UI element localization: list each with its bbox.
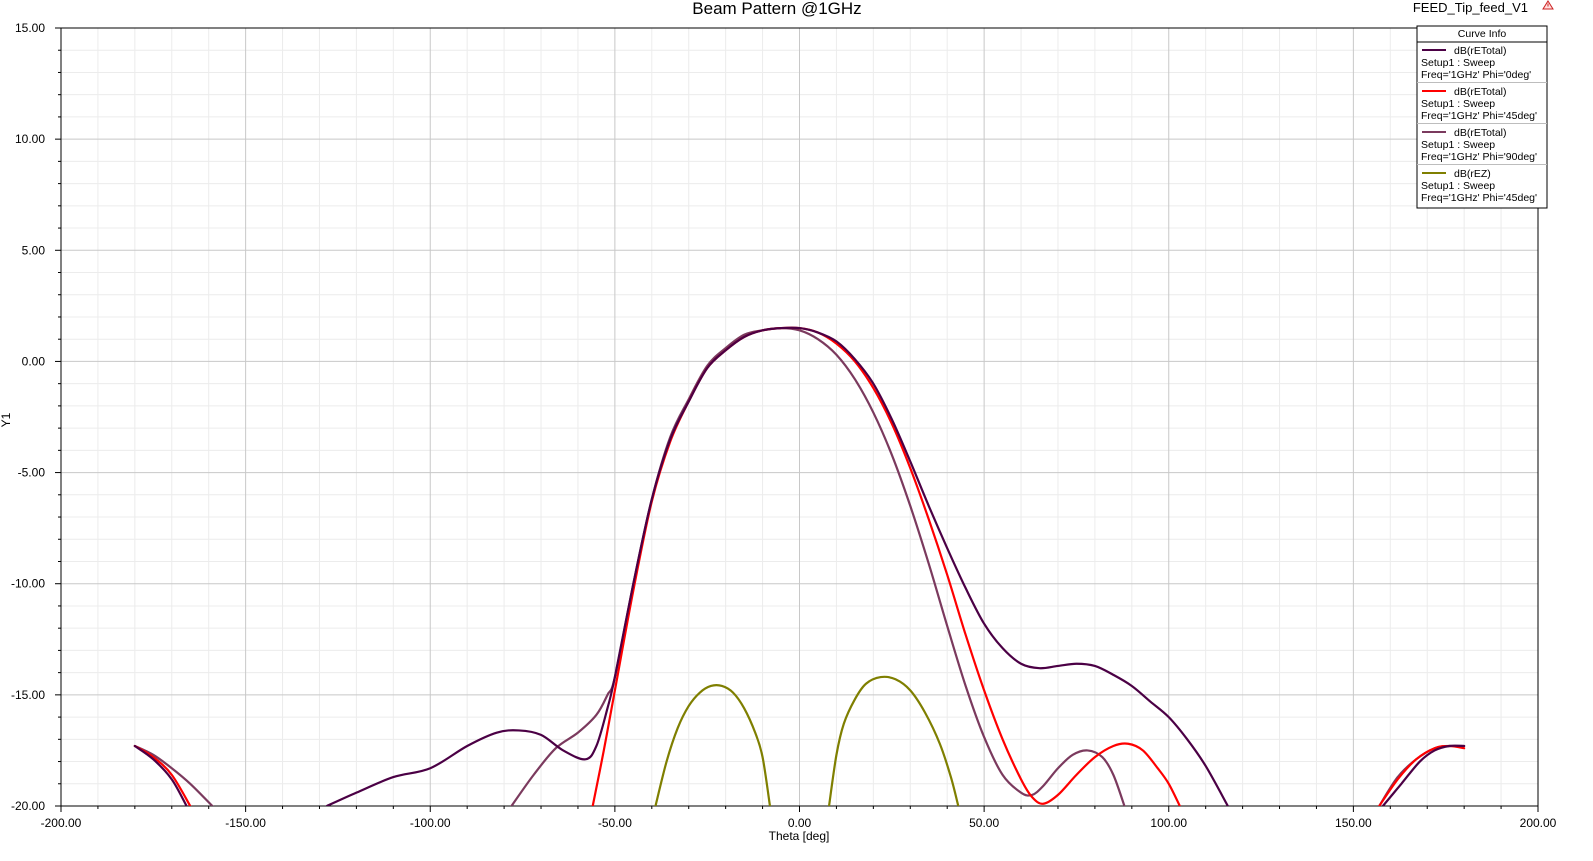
x-tick-label: 0.00: [788, 816, 812, 830]
x-tick-label: -100.00: [410, 816, 451, 830]
y-axis-title: Y1: [0, 412, 13, 427]
legend-entry-quantity: dB(rETotal): [1454, 127, 1507, 139]
y-tick-label: 10.00: [15, 132, 45, 146]
series-1-curve[interactable]: [133, 326, 1466, 806]
series-4-segment[interactable]: [654, 684, 772, 806]
legend-entry-quantity: dB(rEZ): [1454, 168, 1491, 180]
legend-entry-params: Freq='1GHz' Phi='45deg': [1421, 192, 1537, 204]
series-3-segment[interactable]: [133, 744, 214, 806]
x-tick-label: -150.00: [225, 816, 266, 830]
y-tick-labels: 15.00 10.00 5.00 0.00 -5.00 -10.00 -15.00 -20.0…: [11, 21, 45, 813]
series-1-segment[interactable]: [133, 744, 188, 806]
y-tick-label: -20.00: [11, 799, 45, 813]
x-tick-label: 50.00: [969, 816, 999, 830]
warning-icon: [1542, 0, 1554, 10]
y-tick-label: -10.00: [11, 577, 45, 591]
x-tick-label: 150.00: [1335, 816, 1372, 830]
design-name-label: FEED_Tip_feed_V1: [1413, 0, 1528, 15]
legend-entry-setup: Setup1 : Sweep: [1421, 57, 1495, 69]
series-4-curve[interactable]: [654, 675, 960, 806]
x-tick-label: 100.00: [1150, 816, 1187, 830]
x-tick-labels: -200.00 -150.00 -100.00 -50.00 0.00 50.00 100.…: [41, 816, 1557, 830]
legend-entry-quantity: dB(rETotal): [1454, 86, 1507, 98]
series-4-segment[interactable]: [827, 675, 960, 806]
series-1-segment[interactable]: [325, 326, 1229, 806]
y-tick-label: 15.00: [15, 21, 45, 35]
y-tick-label: -15.00: [11, 688, 45, 702]
axis-ticks: [55, 27, 1539, 812]
y-tick-label: 0.00: [22, 354, 46, 368]
legend-entry-setup: Setup1 : Sweep: [1421, 98, 1495, 110]
series-layer: [133, 326, 1466, 806]
legend-entry-setup: Setup1 : Sweep: [1421, 180, 1495, 192]
legend-entry-params: Freq='1GHz' Phi='90deg': [1421, 151, 1537, 163]
y-tick-label: 5.00: [22, 243, 46, 257]
legend-box: [1416, 25, 1548, 209]
x-tick-label: 200.00: [1520, 816, 1557, 830]
legend-entry-setup: Setup1 : Sweep: [1421, 139, 1495, 151]
legend-title: Curve Info: [1458, 28, 1507, 40]
chart-title: Beam Pattern @1GHz: [692, 0, 861, 18]
x-tick-label: -200.00: [41, 816, 82, 830]
legend-entry-quantity: dB(rETotal): [1454, 45, 1507, 57]
x-tick-label: -50.00: [598, 816, 632, 830]
y-tick-label: -5.00: [18, 466, 46, 480]
curve-info-legend[interactable]: Curve Info dB(rETotal)Setup1 : SweepFreq…: [1416, 25, 1548, 209]
legend-entry-params: Freq='1GHz' Phi='45deg': [1421, 110, 1537, 122]
series-1-segment[interactable]: [1381, 744, 1466, 806]
legend-entry-params: Freq='1GHz' Phi='0deg': [1421, 69, 1531, 81]
x-axis-title: Theta [deg]: [769, 829, 830, 843]
